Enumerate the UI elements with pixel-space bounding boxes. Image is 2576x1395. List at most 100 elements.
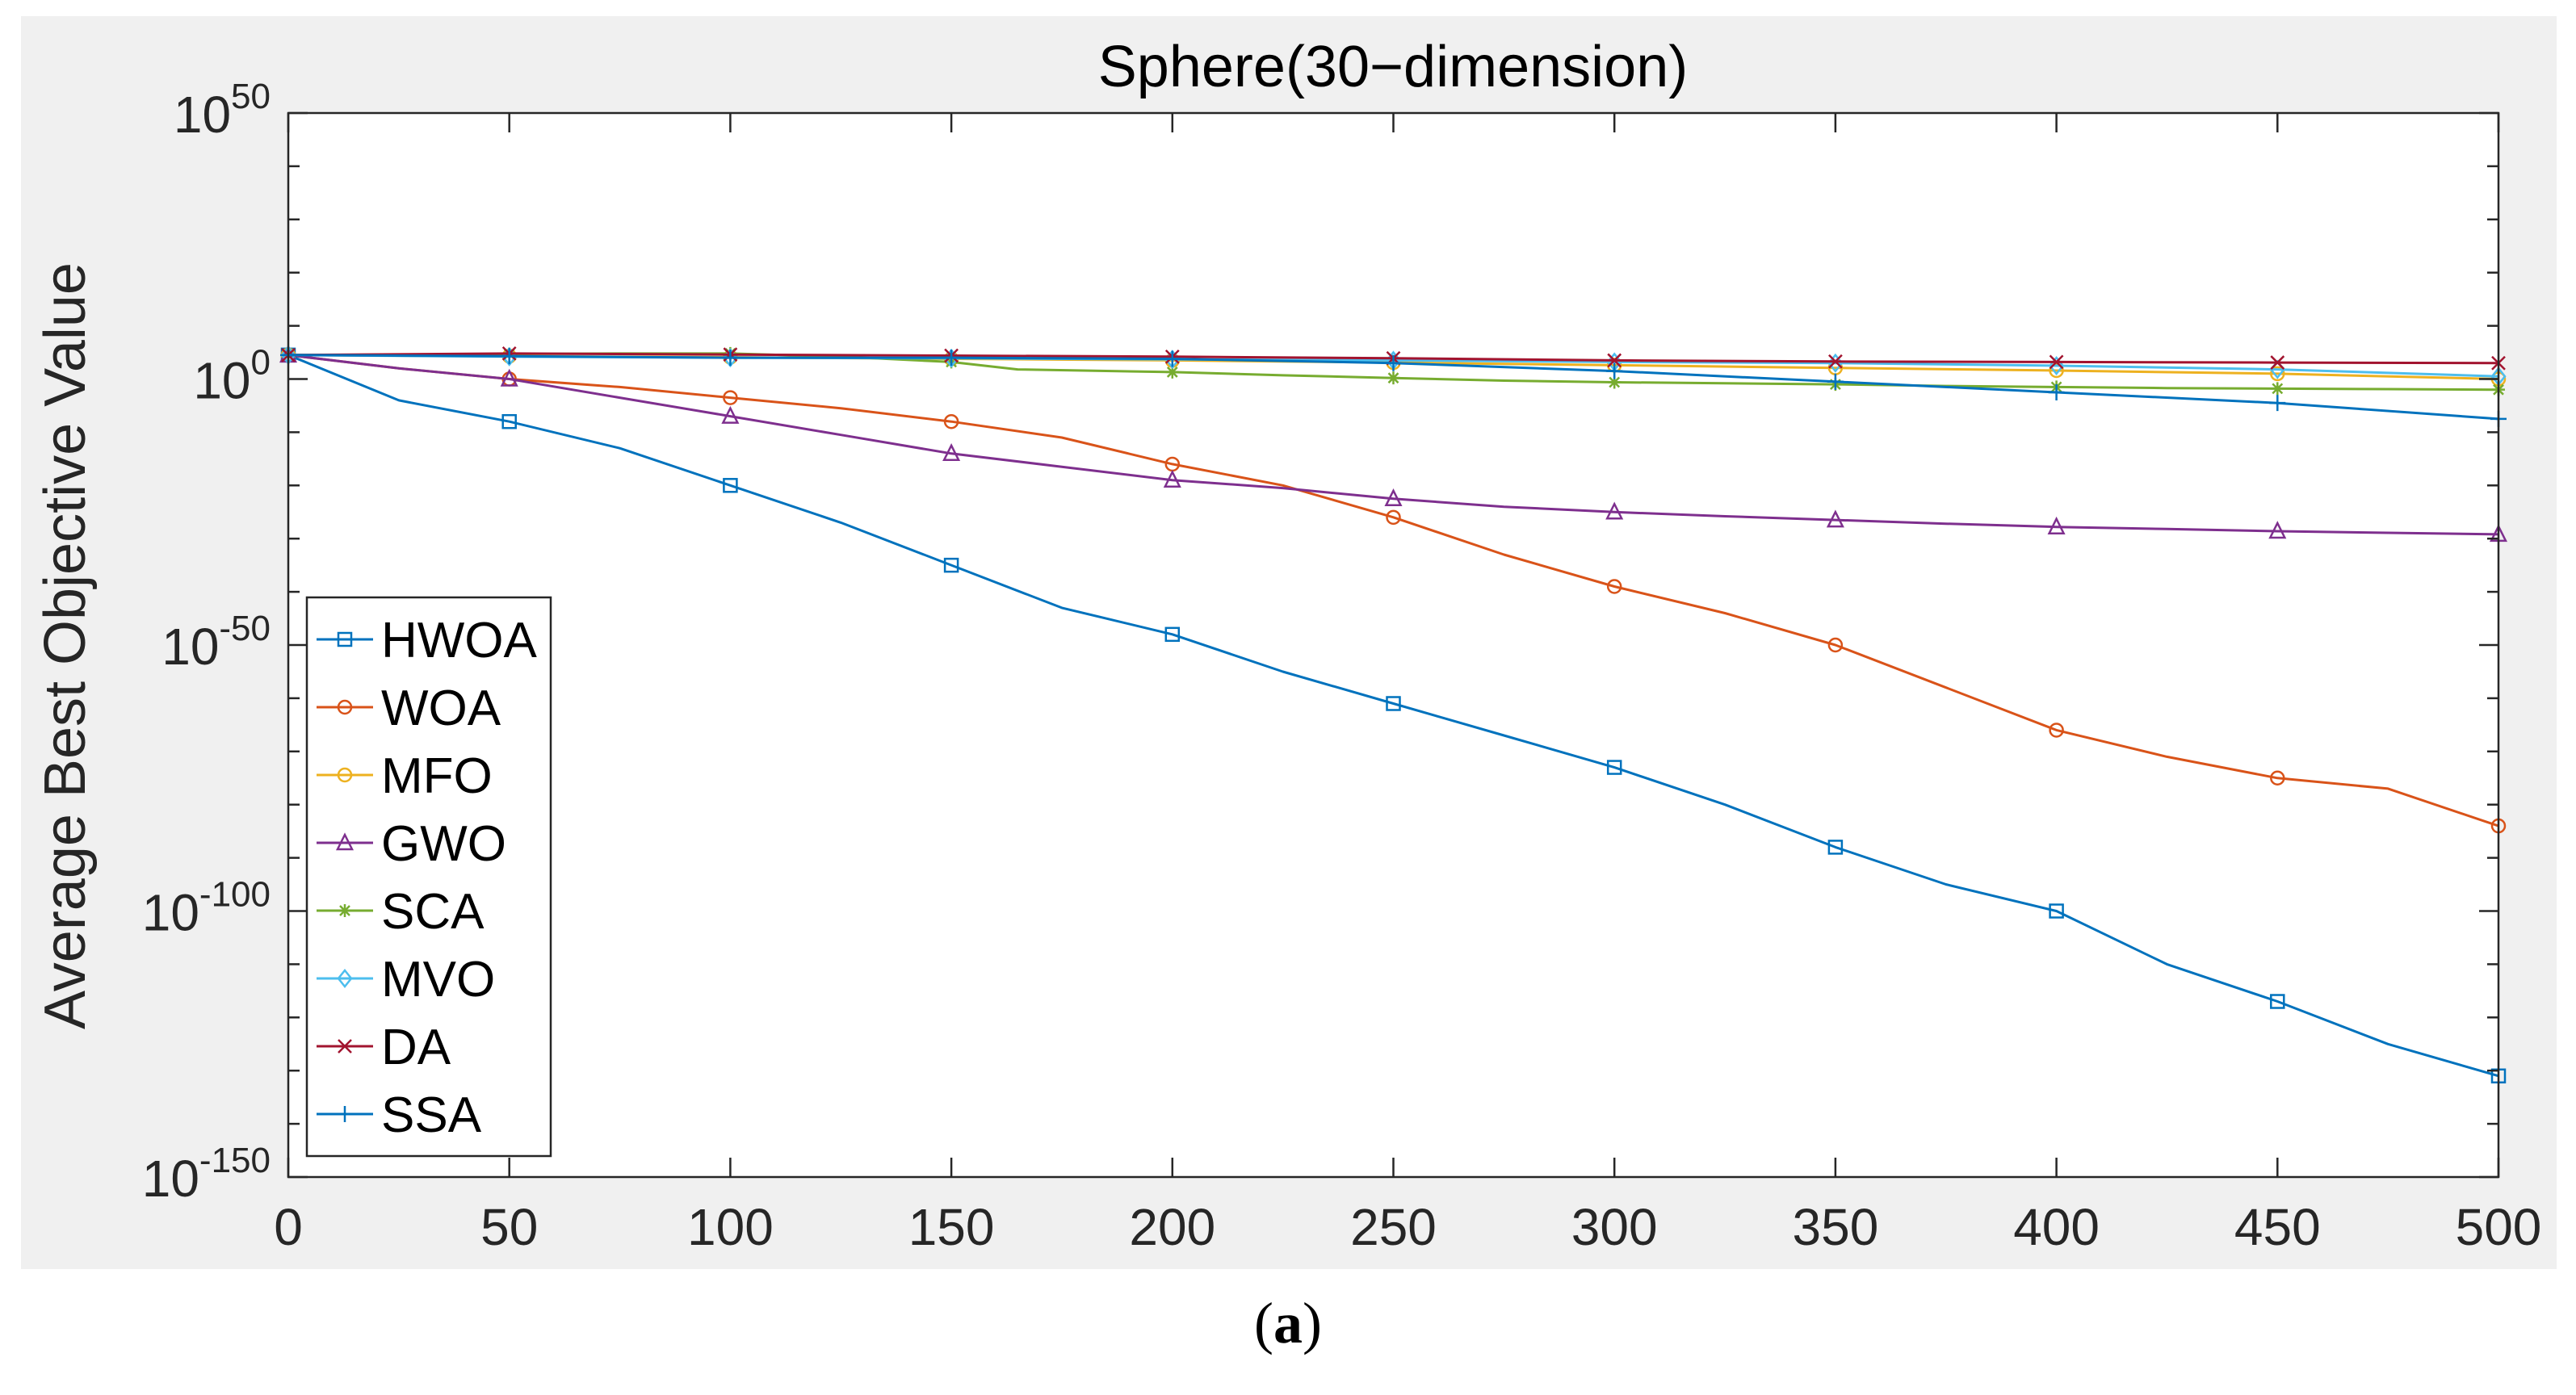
x-tick-label-200: 200 bbox=[1129, 1198, 1215, 1256]
plot-area bbox=[288, 113, 2498, 1177]
point-da-350 bbox=[1828, 354, 1843, 369]
point-woa-100 bbox=[723, 390, 738, 405]
point-gwo-250 bbox=[1384, 488, 1403, 507]
point-gwo-450 bbox=[2268, 521, 2287, 539]
series-ssa bbox=[280, 346, 2507, 427]
legend-item-ssa: SSA bbox=[317, 1087, 482, 1143]
series-line-hwoa bbox=[287, 354, 2499, 1078]
point-mfo-450 bbox=[2270, 366, 2285, 382]
x-tick-label-0: 0 bbox=[274, 1198, 303, 1256]
series-line-gwo bbox=[287, 354, 2499, 536]
point-ssa-150 bbox=[943, 350, 960, 367]
point-gwo-50 bbox=[500, 368, 518, 387]
point-ssa-200 bbox=[1164, 350, 1181, 367]
series-gwo bbox=[279, 345, 2508, 542]
caption-close-paren: ) bbox=[1303, 1291, 1322, 1355]
y-tick-label--50: 10-50 bbox=[162, 609, 271, 676]
legend-marker-gwo bbox=[335, 832, 355, 851]
point-gwo-200 bbox=[1163, 469, 1181, 488]
legend-item-mfo: MFO bbox=[317, 748, 493, 804]
legend-item-gwo: GWO bbox=[317, 816, 506, 872]
legend-label-woa: WOA bbox=[381, 681, 501, 736]
legend: HWOA WOA MFO GWO SCA MVO DA SSA bbox=[305, 596, 552, 1158]
legend-item-sca: SCA bbox=[317, 884, 485, 940]
point-mfo-400 bbox=[2049, 362, 2064, 379]
point-hwoa-400 bbox=[2049, 903, 2064, 919]
point-ssa-100 bbox=[722, 350, 739, 367]
legend-marker-woa bbox=[337, 699, 353, 715]
caption-label: a bbox=[1273, 1291, 1303, 1355]
point-gwo-300 bbox=[1605, 501, 1624, 520]
point-ssa-50 bbox=[501, 348, 518, 365]
point-hwoa-350 bbox=[1827, 840, 1844, 855]
point-gwo-400 bbox=[2047, 516, 2066, 534]
legend-item-da: DA bbox=[317, 1020, 451, 1075]
legend-marker-ssa bbox=[337, 1106, 353, 1122]
point-gwo-150 bbox=[942, 442, 961, 462]
legend-label-sca: SCA bbox=[381, 884, 485, 940]
legend-label-mvo: MVO bbox=[381, 952, 495, 1008]
y-tick-label-50: 1050 bbox=[174, 77, 271, 144]
series-layer bbox=[279, 345, 2508, 1084]
series-line-woa bbox=[287, 354, 2499, 827]
legend-label-mfo: MFO bbox=[381, 748, 493, 804]
x-tick-label-250: 250 bbox=[1350, 1198, 1437, 1256]
point-hwoa-450 bbox=[2270, 994, 2285, 1009]
legend-label-hwoa: HWOA bbox=[381, 613, 538, 668]
point-woa-450 bbox=[2270, 770, 2285, 785]
point-sca-450 bbox=[2271, 382, 2284, 396]
legend-item-mvo: MVO bbox=[317, 952, 495, 1008]
legend-marker-mfo bbox=[337, 767, 353, 783]
point-hwoa-150 bbox=[943, 557, 959, 573]
legend-marker-hwoa bbox=[337, 631, 353, 647]
point-ssa-450 bbox=[2269, 395, 2286, 412]
y-axis-label: Average Best Objective Value bbox=[33, 262, 98, 1029]
point-woa-150 bbox=[943, 413, 959, 429]
legend-label-da: DA bbox=[381, 1020, 451, 1075]
point-da-450 bbox=[2270, 355, 2285, 370]
point-woa-250 bbox=[1386, 509, 1401, 526]
point-hwoa-250 bbox=[1386, 696, 1401, 711]
point-sca-250 bbox=[1387, 371, 1400, 385]
point-hwoa-100 bbox=[723, 478, 738, 493]
x-tick-label-350: 350 bbox=[1793, 1198, 1879, 1256]
point-hwoa-50 bbox=[501, 413, 517, 429]
point-da-400 bbox=[2049, 354, 2064, 370]
figure-caption: (a) bbox=[0, 1290, 2576, 1357]
caption-open-paren: ( bbox=[1254, 1291, 1273, 1355]
point-gwo-100 bbox=[721, 405, 740, 424]
point-ssa-250 bbox=[1385, 354, 1402, 371]
axis-layer: 0 50 100 150 200 250 300 350 400 450 500 1050 100 10-… bbox=[142, 77, 2542, 1256]
point-woa-300 bbox=[1606, 579, 1622, 594]
point-hwoa-200 bbox=[1164, 626, 1181, 643]
point-woa-350 bbox=[1827, 637, 1844, 653]
point-ssa-300 bbox=[1606, 362, 1623, 379]
x-tick-label-150: 150 bbox=[908, 1198, 995, 1256]
legend-label-ssa: SSA bbox=[381, 1087, 482, 1143]
chart-title: Sphere(30−dimension) bbox=[1098, 35, 1688, 99]
point-hwoa-300 bbox=[1606, 760, 1622, 775]
y-tick-label--100: 10-100 bbox=[142, 875, 271, 942]
point-ssa-350 bbox=[1827, 373, 1844, 390]
point-da-300 bbox=[1607, 353, 1622, 368]
x-tick-label-100: 100 bbox=[687, 1198, 774, 1256]
y-tick-label--150: 10-150 bbox=[142, 1141, 271, 1208]
x-tick-label-300: 300 bbox=[1571, 1198, 1658, 1256]
point-sca-300 bbox=[1608, 375, 1622, 389]
point-woa-400 bbox=[2049, 723, 2064, 738]
x-tick-label-50: 50 bbox=[480, 1198, 538, 1256]
x-tick-label-500: 500 bbox=[2456, 1198, 2542, 1256]
x-tick-label-450: 450 bbox=[2234, 1198, 2321, 1256]
legend-box bbox=[305, 596, 552, 1158]
legend-marker-mvo bbox=[337, 968, 353, 989]
legend-item-woa: WOA bbox=[317, 681, 501, 736]
legend-marker-da bbox=[338, 1039, 352, 1054]
legend-marker-sca bbox=[338, 904, 351, 917]
point-gwo-350 bbox=[1826, 509, 1844, 528]
x-tick-label-400: 400 bbox=[2013, 1198, 2100, 1256]
point-ssa-400 bbox=[2048, 383, 2065, 400]
legend-label-gwo: GWO bbox=[381, 816, 506, 872]
legend-item-hwoa: HWOA bbox=[317, 613, 538, 668]
point-sca-200 bbox=[1165, 365, 1179, 379]
